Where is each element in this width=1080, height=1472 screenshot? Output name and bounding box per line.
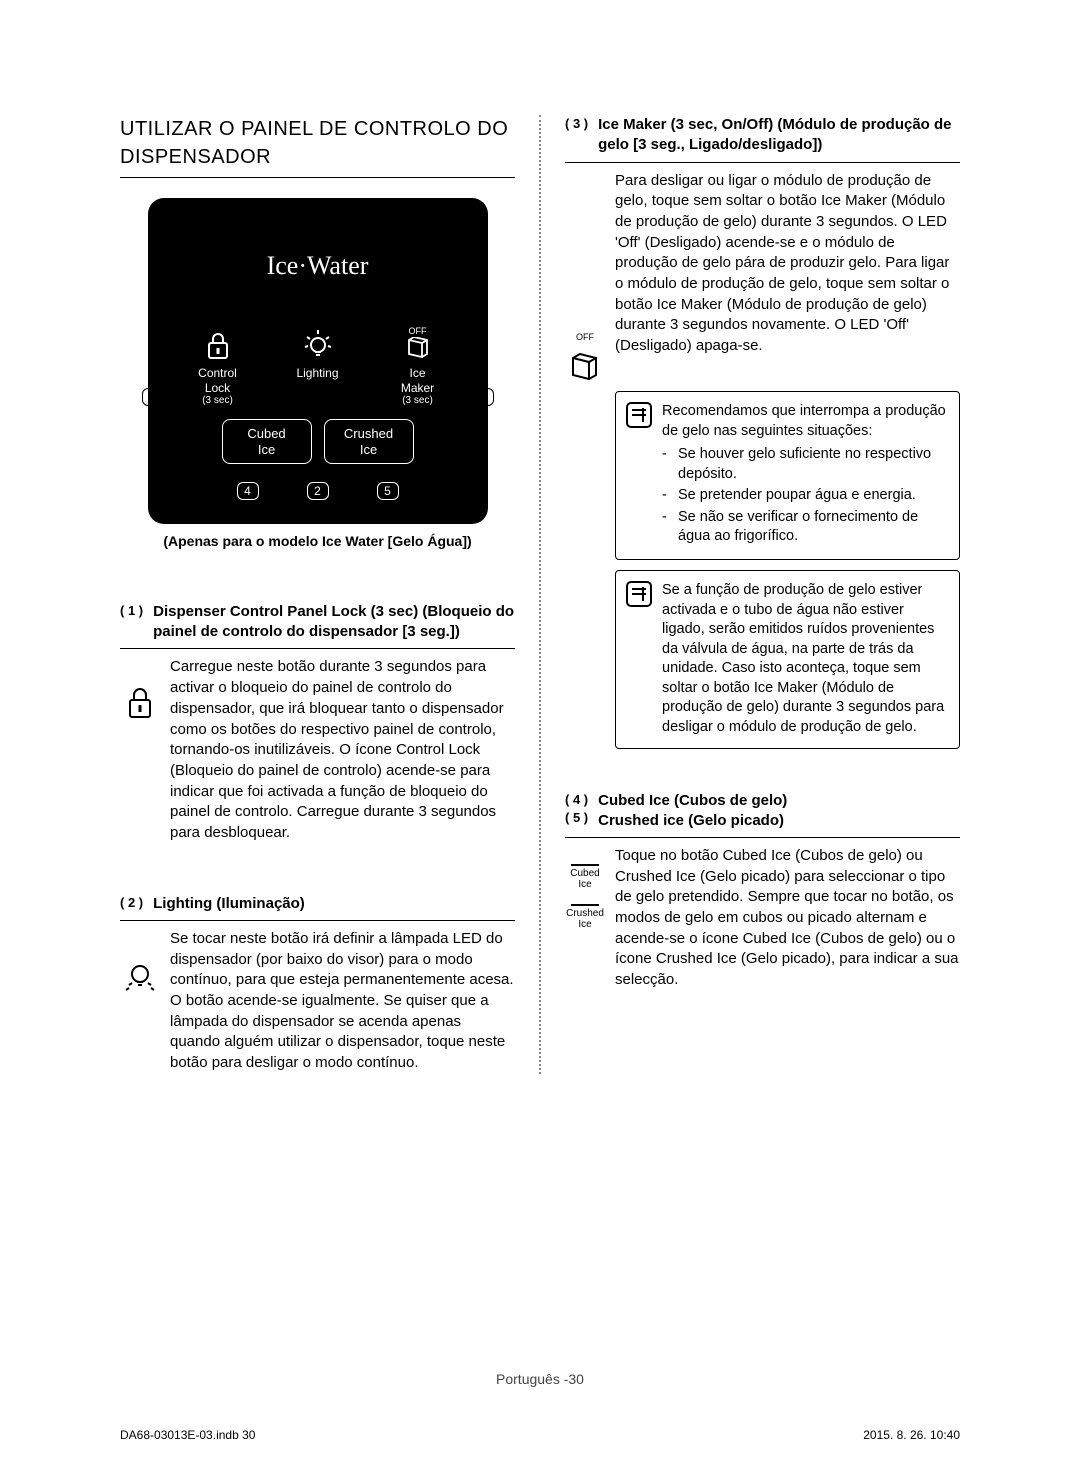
callout-4: 4 [237,482,259,500]
cubed-ice-label: CubedIce [565,864,605,890]
crushed-ice-label: CrushedIce [565,904,605,930]
file-info: DA68-03013E-03.indb 30 [120,1427,255,1444]
right-column: ( 3 ) Ice Maker (3 sec, On/Off) (Módulo … [565,115,960,1074]
note-2: Se a função de produção de gelo estiver … [615,570,960,749]
item-3-body: OFF Para desligar ou ligar o módulo de p… [565,171,960,382]
control-lock-button: Control Lock (3 sec) [178,324,258,407]
callout-5: 5 [377,482,399,500]
light-icon [120,957,160,993]
ice-maker-button: OFF Ice Maker (3 sec) [378,324,458,407]
item-4-5-head: ( 4 ) ( 5 ) Cubed Ice (Cubos de gelo) Cr… [565,791,960,839]
page-title: UTILIZAR O PAINEL DE CONTROLO DO DISPENS… [120,115,515,171]
bottom-callouts: 4 2 5 [178,482,458,500]
page-footer: Português -30 [0,1370,1080,1390]
item-1-block: ( 1 ) Dispenser Control Panel Lock (3 se… [120,602,515,844]
lock-icon [178,324,258,360]
cubed-ice-pill: Cubed Ice [222,419,312,464]
panel-logo: Ice·Water [178,248,458,284]
column-divider [539,115,541,1074]
item-4-5-block: ( 4 ) ( 5 ) Cubed Ice (Cubos de gelo) Cr… [565,791,960,991]
crushed-ice-pill: Crushed Ice [324,419,414,464]
date-info: 2015. 8. 26. 10:40 [863,1427,960,1444]
item-1-body: Carregue neste botão durante 3 segundos … [120,657,515,843]
dispenser-panel-figure: 1 3 Ice·Water Control Lock (3 sec) [148,198,488,524]
ice-type-pills: Cubed Ice Crushed Ice [178,419,458,464]
ice-type-icons: CubedIce CrushedIce [565,864,605,930]
item-2-body: Se tocar neste botão irá definir a lâmpa… [120,929,515,1074]
meta-line: DA68-03013E-03.indb 30 2015. 8. 26. 10:4… [120,1427,960,1444]
note-list: Se houver gelo suficiente no respectivo … [662,445,947,547]
note-icon [626,402,652,428]
item-2-block: ( 2 ) Lighting (Iluminação) Se tocar nes… [120,894,515,1074]
ice-maker-icon: OFF [378,324,458,360]
title-rule [120,177,515,178]
panel-icon-row: Control Lock (3 sec) Lighting [178,324,458,407]
ice-maker-icon: OFF [565,331,605,382]
item-3-head: ( 3 ) Ice Maker (3 sec, On/Off) (Módulo … [565,115,960,163]
note-icon [626,581,652,607]
item-4-5-body: CubedIce CrushedIce Toque no botão Cubed… [565,846,960,991]
item-2-head: ( 2 ) Lighting (Iluminação) [120,894,515,921]
item-3-block: ( 3 ) Ice Maker (3 sec, On/Off) (Módulo … [565,115,960,749]
callout-2: 2 [307,482,329,500]
control-panel: Ice·Water Control Lock (3 sec) [148,198,488,524]
figure-caption: (Apenas para o modelo Ice Water [Gelo Ág… [120,532,515,552]
lock-icon [120,685,160,719]
left-column: UTILIZAR O PAINEL DE CONTROLO DO DISPENS… [120,115,515,1074]
note-1: Recomendamos que interrompa a produção d… [615,391,960,560]
light-icon [278,324,358,360]
page: UTILIZAR O PAINEL DE CONTROLO DO DISPENS… [0,0,1080,1134]
lighting-button: Lighting [278,324,358,407]
item-1-head: ( 1 ) Dispenser Control Panel Lock (3 se… [120,602,515,650]
